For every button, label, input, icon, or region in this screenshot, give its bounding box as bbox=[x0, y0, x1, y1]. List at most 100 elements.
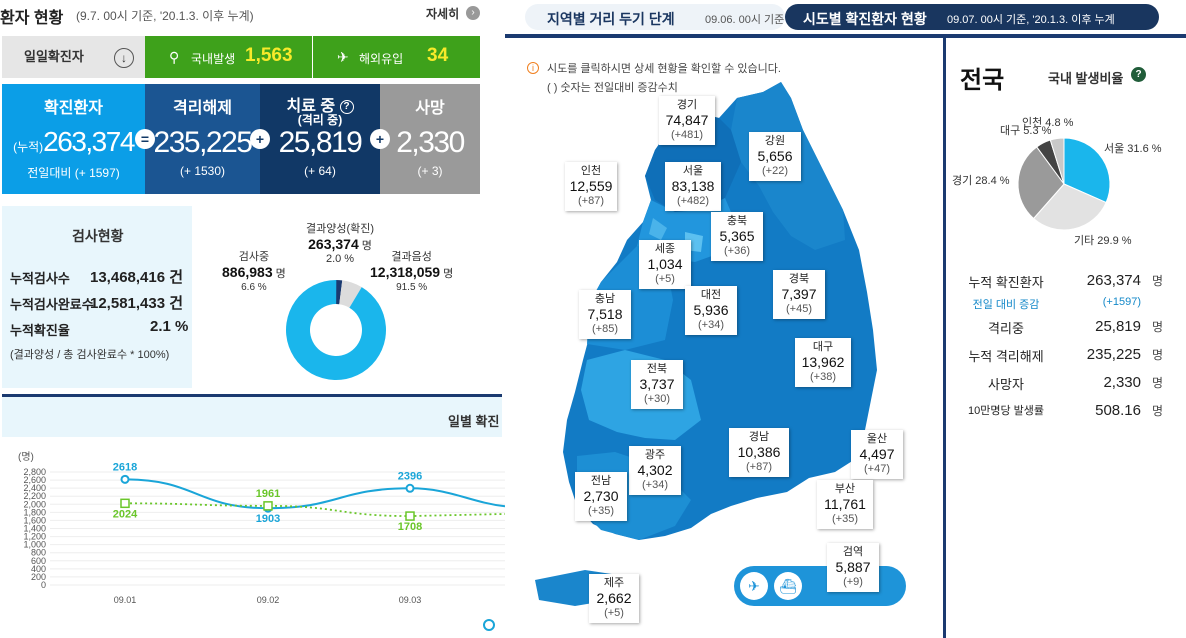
region-count: 11,761 bbox=[824, 496, 866, 512]
region-count: 74,847 bbox=[665, 112, 709, 128]
patient-status-panel: 환자 현황 (9.7. 00시 기준, '20.1.3. 이후 누계) 자세히 … bbox=[0, 0, 505, 638]
stat-unit: 명 bbox=[1151, 320, 1163, 334]
data-label: 1961 bbox=[256, 488, 280, 500]
series-line-1 bbox=[124, 502, 505, 517]
region-count: 4,302 bbox=[637, 462, 673, 478]
data-point bbox=[405, 483, 415, 493]
region-count: 2,662 bbox=[596, 590, 632, 606]
plus-icon: + bbox=[250, 129, 270, 149]
region-7[interactable]: 대전 5,936 (+34) bbox=[685, 286, 737, 335]
y-tick-label: 2,800 bbox=[23, 467, 46, 477]
region-delta: (+87) bbox=[578, 195, 604, 207]
released-value: 235,225 bbox=[153, 126, 253, 159]
region-5[interactable]: 세종 1,034 (+5) bbox=[639, 240, 691, 289]
region-count: 10,386 bbox=[737, 444, 781, 460]
stat-value: (+1597) bbox=[1102, 296, 1141, 308]
region-count: 5,656 bbox=[757, 148, 793, 164]
region-3[interactable]: 서울 83,138 (+482) bbox=[665, 162, 721, 211]
y-tick-label: 1,600 bbox=[23, 515, 46, 525]
region-delta: (+45) bbox=[786, 303, 812, 315]
data-label: 2396 bbox=[398, 470, 422, 482]
region-10[interactable]: 전북 3,737 (+30) bbox=[631, 360, 683, 409]
region-9[interactable]: 대구 13,962 (+38) bbox=[795, 338, 851, 387]
region-15[interactable]: 부산 11,761 (+35) bbox=[817, 480, 873, 529]
region-delta: (+85) bbox=[592, 323, 618, 335]
x-tick-label: 09.01 bbox=[114, 595, 137, 605]
region-16[interactable]: 제주 2,662 (+5) bbox=[589, 574, 639, 623]
deaths-title: 사망 bbox=[415, 100, 445, 117]
released-delta: (+ 1530) bbox=[179, 164, 226, 178]
donut-slice-negative bbox=[286, 280, 386, 380]
region-quarantine[interactable]: 검역 5,887 (+9) bbox=[827, 543, 879, 592]
y-tick-label: 1,800 bbox=[23, 507, 46, 517]
test-row-label: 누적검사수 bbox=[10, 271, 70, 286]
released-box: 격리해제 235,225 (+ 1530) bbox=[145, 84, 260, 194]
chevron-right-icon[interactable]: › bbox=[466, 6, 480, 20]
stat-value: 263,374 bbox=[1086, 272, 1141, 289]
patient-status-header: 환자 현황 (9.7. 00시 기준, '20.1.3. 이후 누계) 자세히 … bbox=[0, 0, 490, 30]
region-name: 대전 bbox=[700, 289, 722, 301]
treating-box: 치료 중 ? (격리 중) 25,819 (+ 64) bbox=[260, 84, 380, 194]
info-icon: i bbox=[527, 62, 539, 74]
ratio-label: 국내 발생비율 bbox=[1048, 71, 1124, 86]
plus-icon: + bbox=[370, 129, 390, 149]
region-name: 대구 bbox=[812, 341, 834, 353]
national-title: 전국 bbox=[960, 67, 1005, 94]
domestic-label: 국내발생 bbox=[191, 52, 236, 66]
region-8[interactable]: 충남 7,518 (+85) bbox=[579, 290, 631, 339]
more-link[interactable]: 자세히 bbox=[426, 7, 460, 21]
region-12[interactable]: 경남 10,386 (+87) bbox=[729, 428, 789, 477]
stat-label: 누적 격리해제 bbox=[968, 349, 1044, 364]
arrow-down-icon[interactable]: ↓ bbox=[114, 48, 134, 68]
summary-boxes: 확진환자 (누적)263,374 전일대비 (+ 1597) = 격리해제 23… bbox=[2, 84, 480, 194]
overseas-label: 해외유입 bbox=[359, 52, 404, 66]
tab-distancing[interactable]: 지역별 거리 두기 단계 09.06. 00시 기준 bbox=[525, 4, 785, 30]
stat-unit: 명 bbox=[1151, 274, 1163, 288]
pie-label: 서울 31.6 % bbox=[1104, 143, 1162, 155]
stat-value: 2,330 bbox=[1103, 374, 1141, 391]
region-name: 세종 bbox=[654, 243, 676, 255]
test-donut-chart bbox=[286, 280, 386, 380]
pie-label: 대구 5.3 % bbox=[1000, 125, 1052, 137]
region-1[interactable]: 강원 5,656 (+22) bbox=[749, 132, 801, 181]
test-row-value: 13,468,416 건 bbox=[90, 269, 184, 286]
region-6[interactable]: 경북 7,397 (+45) bbox=[773, 270, 825, 319]
region-2[interactable]: 인천 12,559 (+87) bbox=[565, 162, 617, 211]
pie-label: 인천 4.8 % bbox=[1022, 117, 1074, 129]
help-icon[interactable]: ? bbox=[339, 100, 354, 114]
region-name: 제주 bbox=[603, 577, 625, 589]
region-count: 12,559 bbox=[569, 178, 613, 194]
tab-distancing-sub: 09.06. 00시 기준 bbox=[705, 14, 785, 26]
stat-label: 누적 확진환자 bbox=[968, 275, 1044, 290]
stat-value: 508.16 bbox=[1095, 402, 1141, 419]
treating-sub: (격리 중) bbox=[297, 113, 343, 127]
y-axis-label: (명) bbox=[18, 451, 34, 463]
pie-slice bbox=[1049, 137, 1065, 185]
airplane-icon: ✈ bbox=[740, 572, 768, 600]
region-delta: (+22) bbox=[762, 165, 788, 177]
domestic-value: 1,563 bbox=[245, 45, 293, 66]
seoul-shape bbox=[649, 218, 667, 240]
region-4[interactable]: 충북 5,365 (+36) bbox=[711, 212, 763, 261]
region-name: 전북 bbox=[646, 363, 668, 375]
x-tick-label: 09.02 bbox=[257, 595, 280, 605]
region-14[interactable]: 전남 2,730 (+35) bbox=[575, 472, 627, 521]
region-0[interactable]: 경기 74,847 (+481) bbox=[659, 96, 715, 145]
region-name: 울산 bbox=[866, 433, 888, 445]
daily-chart-title: 일별 확진 bbox=[448, 414, 500, 429]
region-13[interactable]: 광주 4,302 (+34) bbox=[629, 446, 681, 495]
region-delta: (+5) bbox=[604, 607, 624, 619]
region-delta: (+30) bbox=[644, 393, 670, 405]
tab-regional-confirmed[interactable]: 시도별 확진환자 현황 09.07. 00시 기준, '20.1.3. 이후 누… bbox=[785, 4, 1159, 30]
quarantine-bar[interactable]: ✈ ⛴ bbox=[734, 566, 906, 606]
help-icon[interactable]: ? bbox=[1131, 67, 1146, 82]
ship-icon: ⛴ bbox=[774, 572, 802, 600]
data-point bbox=[120, 498, 130, 509]
overseas-cases: ✈ 해외유입 34 bbox=[313, 36, 480, 78]
region-11[interactable]: 울산 4,497 (+47) bbox=[851, 430, 903, 479]
domestic-cases: ⚲ 국내발생 1,563 bbox=[145, 36, 312, 78]
test-row-value: 2.1 % bbox=[150, 318, 189, 335]
confirmed-value-wrap: (누적)263,374 bbox=[2, 126, 145, 158]
pie-slice bbox=[1017, 146, 1065, 220]
positive-pct: 2.0 % bbox=[325, 253, 355, 265]
